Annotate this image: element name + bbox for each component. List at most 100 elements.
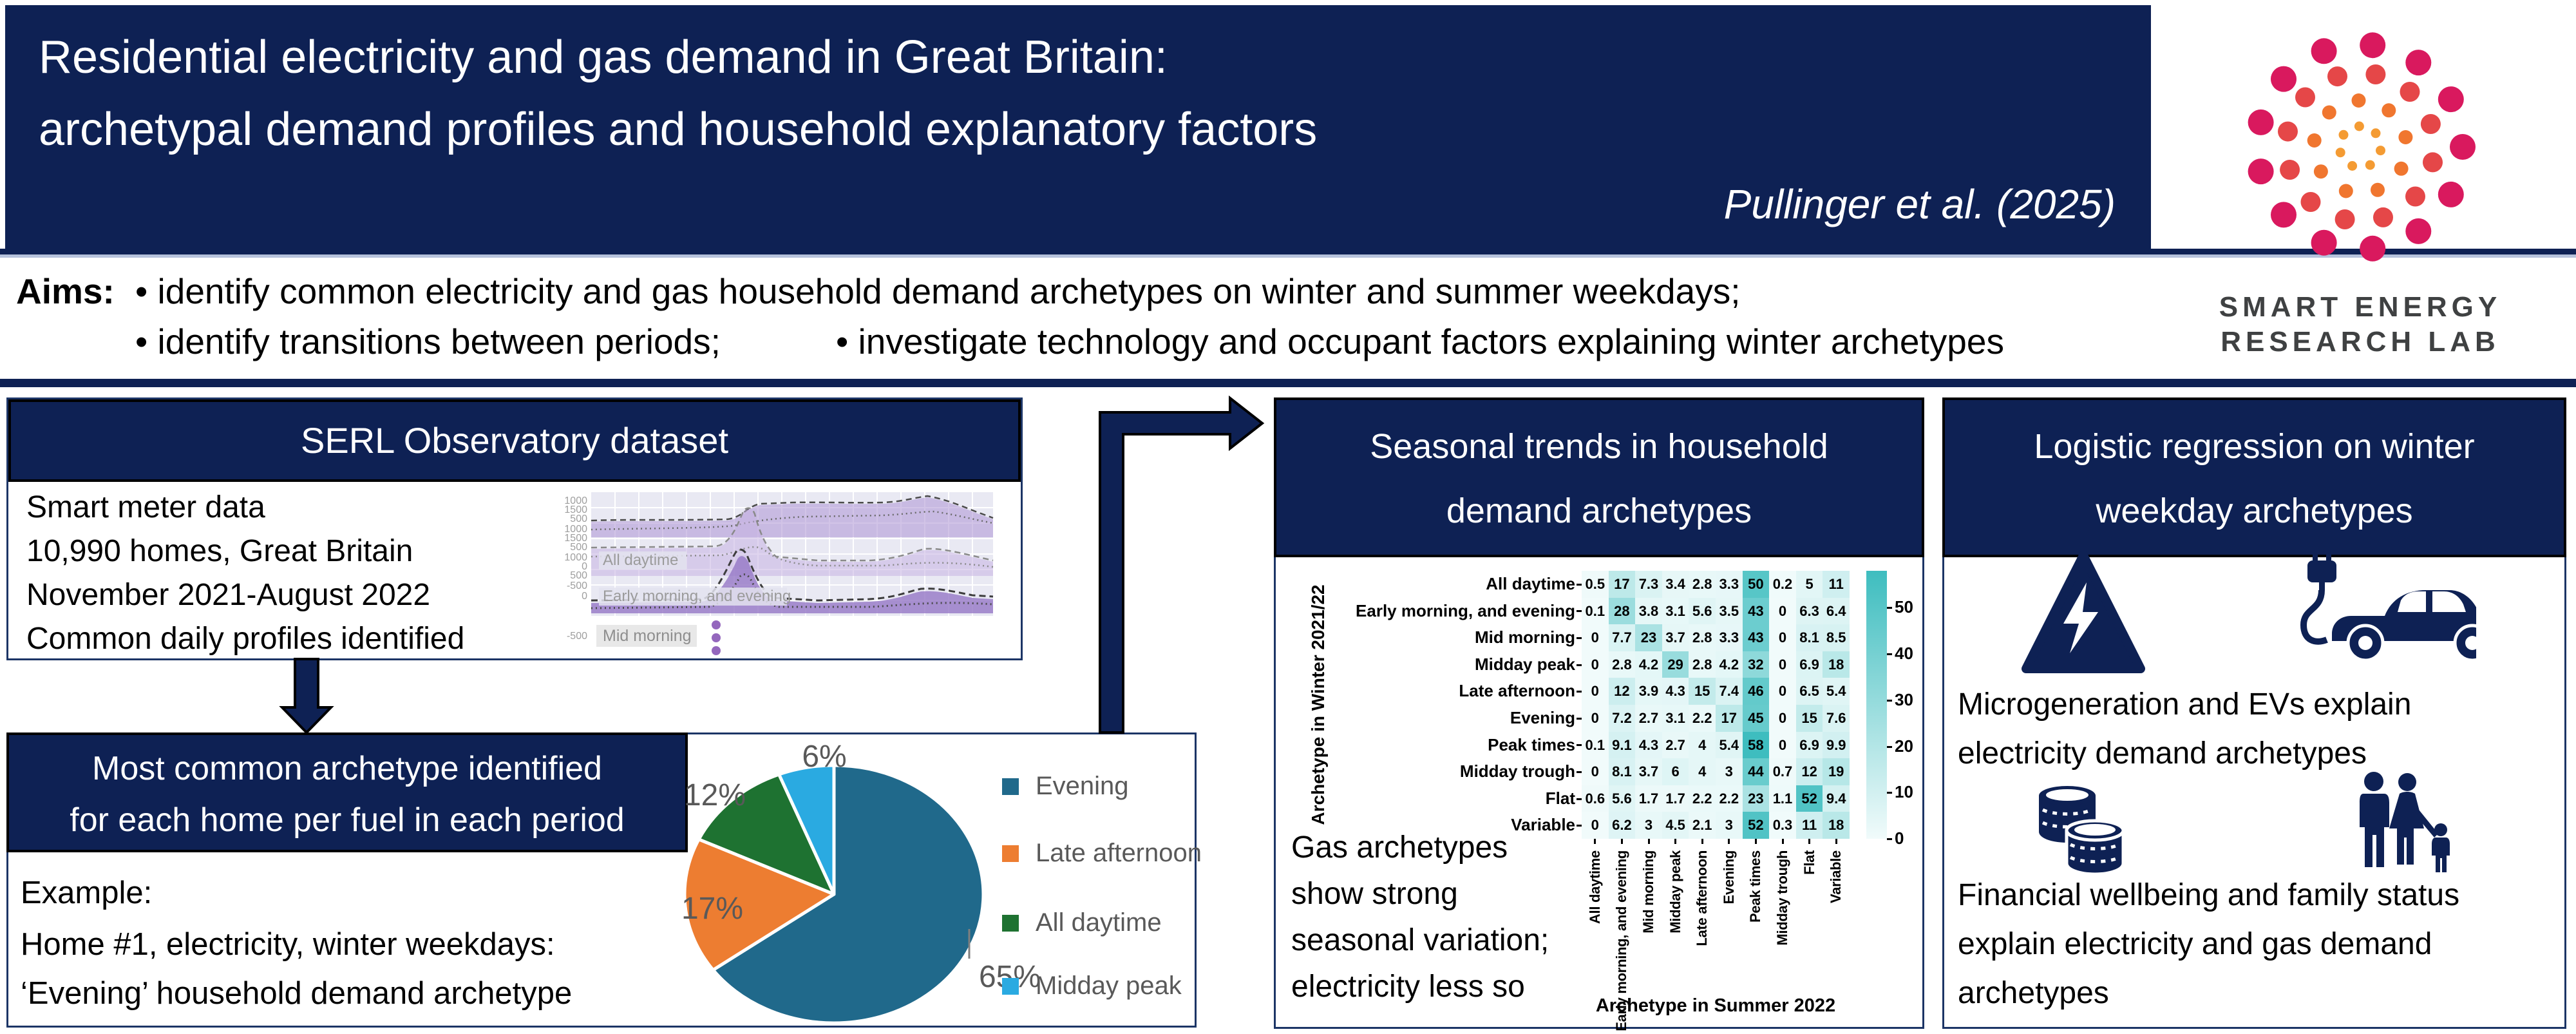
ridge-area-2: [591, 509, 993, 576]
logo-dot: [2398, 130, 2413, 144]
seasonal-note-line3: seasonal variation;: [1291, 923, 1549, 957]
logo-dot: [2347, 161, 2358, 171]
logo-text-line1: SMART ENERGY: [2219, 291, 2502, 323]
seasonal-title-line2: demand archetypes: [1446, 492, 1752, 530]
legend-label: All daytime: [1036, 908, 1162, 937]
profiles-ytick: 1500: [564, 533, 587, 544]
ridge-dotted-1: [591, 510, 994, 531]
logo-dot: [2405, 186, 2425, 207]
title-underline: [0, 249, 2576, 254]
example-line-1: Example:: [21, 876, 153, 910]
legend-item-evening: Evening: [1002, 772, 1129, 810]
logo-dot: [2423, 152, 2443, 173]
seasonal-note-line4: electricity less so: [1291, 970, 1525, 1004]
logo-dot: [2327, 66, 2347, 87]
example-line-3: ‘Evening’ household demand archetype: [21, 976, 573, 1011]
regression-title-line1: Logistic regression on winter: [2034, 427, 2475, 466]
logo-dot: [2271, 202, 2297, 228]
dataset-box-title: SERL Observatory dataset: [8, 399, 1021, 482]
ridge-dashed-2: [591, 507, 994, 562]
profiles-ytick: 1500: [564, 504, 587, 515]
ridge-dashed-1: [591, 495, 994, 522]
logo-dot: [2360, 32, 2386, 59]
ridge-area-1: [591, 497, 993, 537]
logo-dot: [2420, 114, 2441, 134]
dataset-line-4: Common daily profiles identified: [26, 622, 465, 656]
logo-dot: [2248, 158, 2274, 185]
legend-item-midday-peak: Midday peak: [1002, 972, 1182, 1010]
logo-dot: [2394, 161, 2409, 176]
dataset-line-2: 10,990 homes, Great Britain: [26, 534, 413, 568]
series-label-bg-3: [596, 625, 697, 647]
logo-dot: [2248, 109, 2274, 135]
aims-bullet-3: • investigate technology and occupant fa…: [836, 321, 2004, 361]
profiles-ytick: -500: [567, 580, 587, 591]
pie-label-midday-peak: 6%: [802, 741, 846, 774]
page-title-line1: Residential electricity and gas demand i…: [39, 32, 1168, 83]
legend-swatch-icon: [1002, 845, 1019, 862]
logo-dot: [2354, 121, 2364, 131]
logo-dot: [2334, 209, 2355, 229]
logo-dot: [2438, 181, 2464, 207]
more-profiles-ellipsis-icon: [712, 620, 721, 655]
logo-dot: [2322, 105, 2336, 120]
profiles-ytick: 500: [570, 542, 587, 553]
ev-car-icon: [2300, 550, 2476, 662]
coins-icon: [2039, 786, 2125, 876]
serl-logo-icon: [2248, 32, 2476, 262]
regression-title-line2: weekday archetypes: [2096, 492, 2413, 530]
aims-bullet-1: • identify common electricity and gas ho…: [135, 271, 1741, 311]
title-underline-light: [0, 254, 2576, 258]
seasonal-box-title: Seasonal trends in household demand arch…: [1274, 397, 1924, 557]
logo-dot: [2338, 184, 2353, 198]
aims-bullet-2: • identify transitions between periods;: [135, 321, 721, 361]
profiles-ytick: -500: [567, 631, 587, 642]
example-line-2: Home #1, electricity, winter weekdays:: [21, 927, 555, 962]
logo-dot: [2271, 66, 2297, 92]
arrow-archetype-to-seasonal: [1099, 395, 1265, 734]
pie-slice-late-afternoon: [683, 838, 836, 972]
archetype-title-line1: Most common archetype identified: [92, 750, 602, 787]
profiles-ytick: 0: [582, 591, 587, 602]
legend-label: Evening: [1036, 772, 1129, 800]
pie-slice-all-daytime: [697, 772, 836, 896]
logo-dot: [2311, 229, 2337, 256]
heatmap-xlabel: Archetype in Summer 2022: [1595, 995, 1836, 1016]
logo-dot: [2311, 38, 2337, 64]
demand-profiles-chart: All daytime Early morning, and evening M…: [564, 492, 994, 655]
section-divider: [0, 379, 2576, 387]
pie-chart: 6% 12% 17% 65%: [681, 741, 1041, 1025]
electricity-warning-icon: [2022, 551, 2145, 673]
profiles-ytick: 1000: [564, 495, 587, 506]
dataset-line-3: November 2021-August 2022: [26, 578, 431, 612]
logo-dot: [2338, 129, 2349, 140]
pie-slice-evening: [711, 763, 985, 1025]
finding2-line1: Financial wellbeing and family status: [1958, 878, 2460, 912]
logo-dot: [2365, 64, 2386, 84]
legend-label: Midday peak: [1036, 972, 1182, 1000]
attribution: Pullinger et al. (2025): [1723, 181, 2116, 227]
profiles-ytick: 0: [582, 561, 587, 572]
pie-label-all-daytime: 12%: [684, 778, 746, 812]
logo-dot: [2373, 207, 2393, 227]
pie-slice-midday-peak: [777, 763, 836, 896]
profiles-ytick: 1000: [564, 524, 587, 535]
logo-dot: [2360, 235, 2386, 262]
legend-item-late-afternoon: Late afternoon: [1002, 839, 1202, 877]
seasonal-title-line1: Seasonal trends in household: [1370, 427, 1828, 466]
regression-box-title: Logistic regression on winter weekday ar…: [1942, 397, 2566, 557]
series-label-bg-2: [599, 588, 787, 606]
legend-label: Late afternoon: [1036, 839, 1202, 867]
legend-swatch-icon: [1002, 914, 1019, 932]
logo-dot: [2400, 82, 2420, 102]
ridge-dashed-3: [591, 548, 994, 602]
profiles-ytick: 1000: [564, 552, 587, 563]
logo-dot: [2376, 146, 2385, 156]
series-label-3: Mid morning: [603, 627, 692, 645]
logo-text-line2: RESEARCH LAB: [2221, 326, 2500, 358]
arrow-dataset-to-archetype: [279, 658, 334, 734]
logo-dot: [2280, 160, 2300, 180]
logo-dot: [2307, 133, 2322, 148]
